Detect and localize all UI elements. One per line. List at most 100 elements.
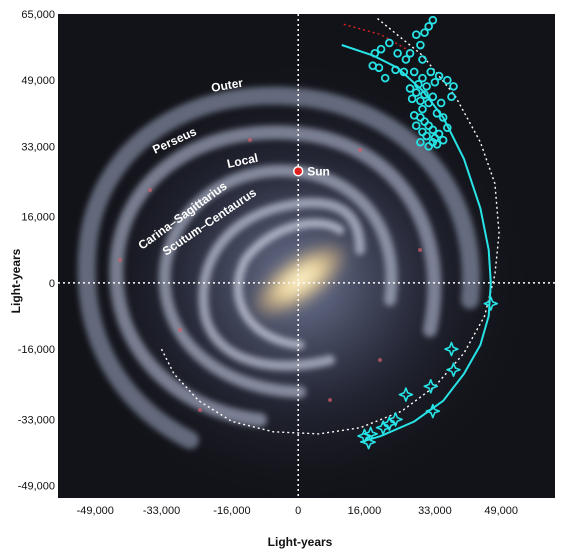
hii-region	[328, 398, 332, 402]
circle-marker	[393, 48, 402, 58]
spiral-arm-perseus	[109, 125, 442, 427]
circle-marker	[411, 30, 421, 39]
hii-region	[148, 188, 152, 192]
spiral-arms	[77, 86, 481, 449]
circle-marker	[380, 73, 390, 83]
circle-marker	[411, 88, 421, 97]
circle-marker	[401, 55, 411, 64]
circle-marker	[405, 84, 415, 93]
circle-marker	[422, 82, 431, 91]
circle-marker	[424, 142, 433, 151]
x-tick-label: 33,000	[418, 505, 452, 517]
hii-region	[178, 328, 182, 332]
stream-fit-curve	[341, 44, 492, 444]
circle-marker	[428, 92, 438, 102]
y-axis-ticks: 65,000 49,000 33,000 16,000 0 -16,000 -33,000 -…	[18, 9, 55, 493]
hii-region	[418, 248, 422, 252]
arm-label-local: Local	[226, 151, 260, 171]
galactic-bulge	[248, 239, 352, 321]
y-tick-label: -16,000	[18, 344, 55, 356]
sun-marker-group: Sun	[292, 165, 330, 179]
star-marker	[425, 403, 441, 419]
circle-marker	[420, 90, 429, 99]
y-tick-label: -49,000	[18, 481, 55, 493]
sun-label: Sun	[307, 165, 330, 179]
circle-marker	[428, 125, 438, 135]
x-tick-label: -33,000	[143, 505, 180, 517]
x-tick-label: -16,000	[213, 505, 250, 517]
star-forming-regions	[118, 138, 422, 412]
circle-marker	[447, 92, 456, 102]
circle-marker	[391, 65, 400, 75]
x-axis-label: Light-years	[268, 535, 333, 549]
circle-marker	[432, 140, 442, 149]
star-marker	[446, 362, 461, 378]
x-tick-label: 49,000	[484, 505, 518, 517]
spiral-arm-sagittarius	[198, 197, 365, 371]
circle-marker	[443, 123, 452, 133]
arm-label-outer: Outer	[210, 76, 244, 95]
star-marker	[375, 420, 391, 435]
circle-marker	[430, 77, 440, 87]
origin-crosshair	[58, 14, 555, 498]
star-marker	[398, 387, 414, 402]
y-tick-label: 16,000	[21, 212, 55, 224]
circle-marker	[418, 73, 427, 83]
circle-marker	[405, 48, 415, 58]
hii-region	[198, 408, 202, 412]
x-tick-label: -49,000	[77, 505, 114, 517]
curves	[160, 17, 500, 444]
sun-marker	[292, 165, 304, 177]
y-tick-label: -33,000	[18, 414, 55, 426]
circle-marker	[426, 67, 436, 77]
model-path-dotted	[160, 17, 500, 435]
galaxy-image	[65, 56, 535, 498]
y-tick-label: 0	[49, 278, 55, 290]
circle-marker	[399, 67, 409, 77]
y-axis-label: Light-years	[9, 248, 23, 313]
circle-marker	[428, 15, 438, 25]
circle-marker	[418, 55, 427, 64]
circle-marker	[420, 28, 429, 37]
hii-region	[118, 258, 122, 262]
circle-marker	[368, 61, 378, 71]
circle-marker	[434, 71, 444, 81]
circle-marker	[416, 96, 425, 106]
circle-marker	[434, 129, 444, 139]
star-marker	[388, 412, 403, 427]
circle-marker	[438, 135, 448, 145]
circle-marker	[422, 131, 431, 141]
red-dotted-path	[343, 23, 411, 52]
circle-marker	[438, 113, 448, 122]
circle-marker	[424, 22, 433, 31]
star-marker	[483, 296, 499, 311]
hii-region	[378, 358, 382, 362]
x-tick-label: 16,000	[348, 505, 382, 517]
x-tick-label: 0	[295, 505, 301, 517]
circle-marker	[385, 38, 394, 48]
circle-marker	[376, 44, 386, 54]
circle-marker	[443, 75, 452, 85]
circle-marker	[436, 98, 446, 108]
circle-marker	[416, 137, 425, 147]
y-tick-label: 65,000	[21, 9, 55, 21]
y-tick-label: 33,000	[21, 141, 55, 153]
circle-marker	[407, 94, 417, 104]
data-markers	[357, 15, 499, 450]
circle-marker	[449, 82, 458, 91]
hii-region	[358, 148, 362, 152]
circle-marker	[432, 108, 442, 118]
circle-marker	[416, 40, 425, 50]
spiral-arm-scutum	[233, 218, 345, 350]
star-marker	[444, 341, 459, 357]
circle-marker	[418, 104, 427, 114]
circle-marker	[424, 98, 433, 108]
spiral-arm-local	[158, 164, 398, 398]
circle-marker	[370, 48, 380, 58]
star-marker	[361, 434, 376, 450]
x-axis-ticks: -49,000 -33,000 -16,000 0 16,000 33,000 49,000	[77, 505, 518, 517]
circle-marker	[409, 67, 419, 77]
star-marker	[382, 416, 397, 431]
star-marker	[423, 379, 439, 394]
